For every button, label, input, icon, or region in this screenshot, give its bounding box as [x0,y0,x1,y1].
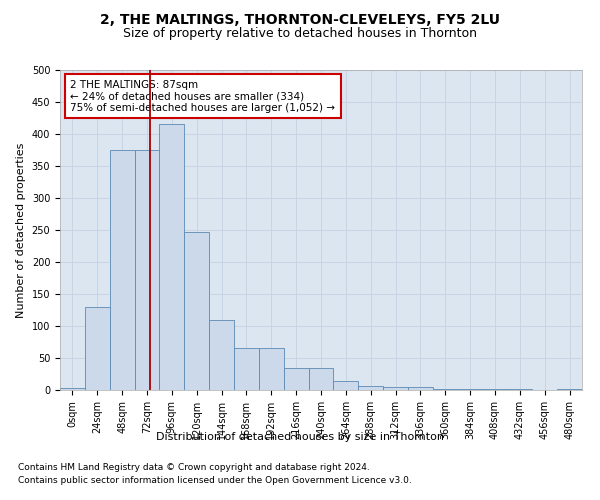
Bar [259,348,284,390]
Text: Distribution of detached houses by size in Thornton: Distribution of detached houses by size … [156,432,444,442]
Bar [284,368,308,390]
Bar [209,320,234,390]
Bar [383,387,408,390]
Y-axis label: Number of detached properties: Number of detached properties [16,142,26,318]
Bar [160,124,184,390]
Bar [358,386,383,390]
Bar [557,388,582,390]
Text: Size of property relative to detached houses in Thornton: Size of property relative to detached ho… [123,28,477,40]
Text: 2 THE MALTINGS: 87sqm
← 24% of detached houses are smaller (334)
75% of semi-det: 2 THE MALTINGS: 87sqm ← 24% of detached … [70,80,335,113]
Bar [234,348,259,390]
Bar [433,388,458,390]
Bar [408,387,433,390]
Bar [110,150,134,390]
Bar [308,368,334,390]
Bar [60,388,85,390]
Bar [85,307,110,390]
Text: Contains public sector information licensed under the Open Government Licence v3: Contains public sector information licen… [18,476,412,485]
Text: Contains HM Land Registry data © Crown copyright and database right 2024.: Contains HM Land Registry data © Crown c… [18,464,370,472]
Bar [134,150,160,390]
Bar [458,388,482,390]
Bar [334,381,358,390]
Text: 2, THE MALTINGS, THORNTON-CLEVELEYS, FY5 2LU: 2, THE MALTINGS, THORNTON-CLEVELEYS, FY5… [100,12,500,26]
Bar [184,232,209,390]
